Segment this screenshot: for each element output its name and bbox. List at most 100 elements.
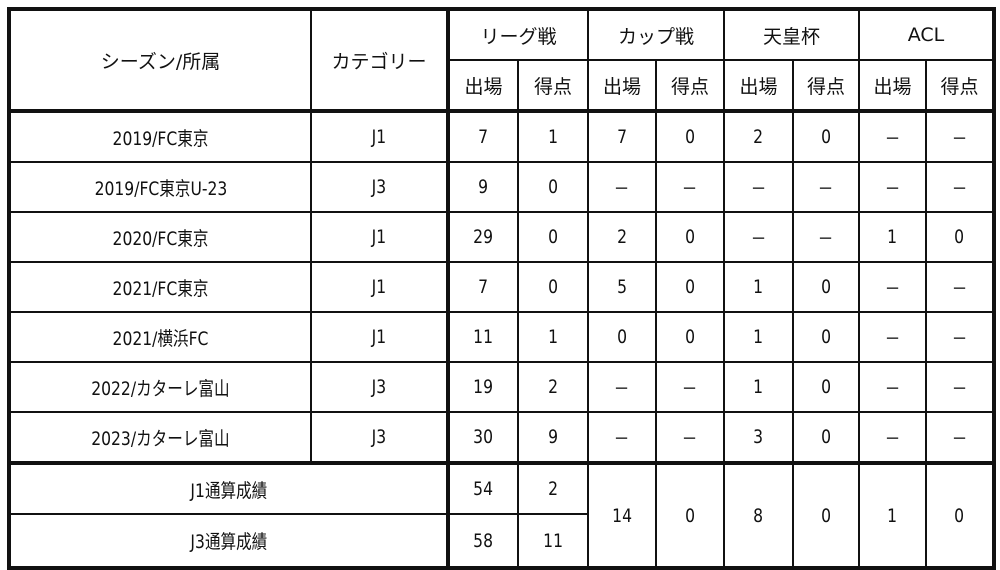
- header-apps: 出場: [447, 59, 519, 113]
- header-goals: 得点: [655, 59, 725, 113]
- stat-cell-text: －: [951, 327, 968, 350]
- stat-cell-text: 2: [617, 226, 627, 248]
- stat-cell: 1: [723, 361, 794, 413]
- stat-cell-text: 0: [821, 426, 831, 448]
- stat-cell-text: 1: [887, 226, 898, 248]
- stat-cell: 29: [447, 211, 519, 263]
- season-club-cell-text: 2019/FC東京: [112, 127, 209, 150]
- stat-cell-text: －: [884, 127, 901, 150]
- stat-cell-text: 2: [753, 126, 764, 148]
- stat-cell-text: －: [682, 177, 698, 200]
- total-cell: 0: [792, 461, 860, 569]
- stat-cell-text: －: [884, 277, 901, 300]
- stat-cell-text: －: [951, 127, 968, 150]
- header-goals: 得点: [925, 59, 995, 113]
- stat-cell: －: [858, 361, 927, 413]
- total-cell: 0: [655, 461, 725, 569]
- stat-cell: 2: [723, 110, 794, 163]
- stat-cell: 1: [517, 311, 589, 363]
- stat-cell: －: [925, 361, 995, 413]
- stat-cell-text: 0: [685, 226, 695, 248]
- stat-cell-text: 1: [548, 126, 558, 148]
- stat-cell-text: 30: [473, 426, 494, 448]
- header-row-groups: シーズン/所属 カテゴリー リーグ戦 カップ戦 天皇杯 ACL: [8, 8, 995, 113]
- category-cell-text: J1: [371, 276, 387, 298]
- total-value: 58: [473, 529, 494, 552]
- season-club-cell: 2021/横浜FC: [8, 311, 312, 363]
- stat-cell-text: －: [951, 377, 968, 400]
- stat-cell-text: 9: [478, 176, 489, 198]
- category-cell-text: J1: [371, 326, 387, 348]
- total-cell: 14: [587, 461, 657, 569]
- player-stats-table: シーズン/所属 カテゴリー リーグ戦 カップ戦 天皇杯 ACL 出場 得点 出場…: [7, 7, 996, 570]
- stat-cell-text: 0: [821, 326, 831, 348]
- stat-cell: 1: [858, 211, 927, 263]
- stat-cell: 1: [723, 261, 794, 313]
- stat-cell-text: 11: [473, 326, 494, 348]
- header-goals: 得点: [517, 59, 589, 113]
- stat-cell-text: 29: [473, 226, 494, 248]
- table-row: 2019/FC東京U-23 J3 9 0 － － － － － －: [8, 161, 995, 213]
- stat-cell: －: [925, 311, 995, 363]
- season-club-cell: 2021/FC東京: [8, 261, 312, 313]
- stat-cell: －: [587, 361, 657, 413]
- season-club-cell-text: 2021/横浜FC: [112, 327, 209, 350]
- stat-cell-text: 0: [548, 276, 558, 298]
- season-club-cell-text: 2022/カターレ富山: [91, 377, 230, 400]
- stat-cell: －: [925, 261, 995, 313]
- header-cup: カップ戦: [587, 8, 725, 61]
- stat-cell: 7: [447, 110, 519, 163]
- category-cell-text: J3: [371, 426, 387, 448]
- stat-cell: －: [925, 110, 995, 163]
- total-value: 0: [821, 504, 831, 527]
- stat-cell-text: －: [951, 277, 968, 300]
- stat-cell-text: －: [614, 177, 630, 200]
- stat-cell-text: －: [750, 227, 767, 250]
- stat-cell: －: [587, 411, 657, 464]
- stat-cell: 1: [723, 311, 794, 363]
- stat-cell-text: －: [951, 427, 968, 450]
- stat-cell: －: [925, 411, 995, 464]
- season-club-cell: 2019/FC東京: [8, 110, 312, 163]
- stat-cell: －: [858, 311, 927, 363]
- stat-cell: 0: [925, 211, 995, 263]
- total-cell: 58: [447, 513, 519, 569]
- total-value: 1: [887, 504, 898, 527]
- stat-cell-text: 0: [685, 126, 695, 148]
- category-cell: J1: [310, 261, 450, 313]
- stat-cell-text: 9: [548, 426, 558, 448]
- stat-cell: 9: [517, 411, 589, 464]
- stat-cell-text: 2: [548, 376, 558, 398]
- stat-cell-text: －: [884, 327, 901, 350]
- season-club-cell-text: 2019/FC東京U-23: [94, 177, 227, 200]
- stat-cell: 0: [792, 261, 860, 313]
- total-label-text: J3通算成績: [190, 531, 267, 553]
- table-row: 2019/FC東京 J1 7 1 7 0 2 0 － －: [8, 110, 995, 163]
- season-club-cell: 2022/カターレ富山: [8, 361, 312, 413]
- header-category: カテゴリー: [310, 8, 450, 113]
- season-club-cell: 2023/カターレ富山: [8, 411, 312, 464]
- category-cell-text: J1: [371, 226, 387, 248]
- category-cell: J3: [310, 361, 450, 413]
- stat-cell: 2: [517, 361, 589, 413]
- header-apps: 出場: [858, 59, 927, 113]
- table-row: 2020/FC東京 J1 29 0 2 0 － － 1 0: [8, 211, 995, 263]
- stat-cell: －: [858, 161, 927, 213]
- stat-cell-text: 19: [473, 376, 494, 398]
- total-value: 0: [685, 504, 695, 527]
- stat-cell-text: 1: [548, 326, 558, 348]
- header-goals: 得点: [792, 59, 860, 113]
- total-value: 0: [954, 504, 965, 527]
- stat-cell-text: 5: [617, 276, 627, 298]
- stat-cell-text: －: [951, 177, 968, 200]
- category-cell: J1: [310, 110, 450, 163]
- stat-cell: －: [655, 161, 725, 213]
- stat-cell: 1: [517, 110, 589, 163]
- stat-cell: 0: [655, 261, 725, 313]
- table-row: 2021/FC東京 J1 7 0 5 0 1 0 － －: [8, 261, 995, 313]
- total-cell: 1: [858, 461, 927, 569]
- stat-cell-text: －: [884, 427, 901, 450]
- stat-cell: 0: [792, 411, 860, 464]
- stat-cell-text: －: [614, 377, 630, 400]
- total-value: 14: [612, 504, 632, 527]
